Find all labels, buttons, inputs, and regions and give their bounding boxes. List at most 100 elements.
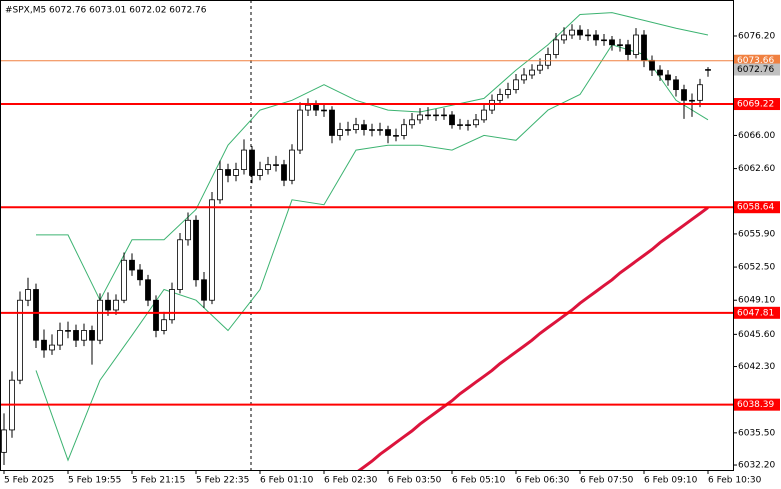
candle-body [473, 119, 479, 126]
x-tick-label: 5 Feb 2025 [4, 476, 54, 486]
candle-body [545, 54, 551, 66]
candle-body [601, 39, 607, 42]
candle-body [489, 99, 495, 111]
candle-body [409, 119, 415, 126]
level-label-box [734, 63, 780, 76]
candle-body [465, 124, 471, 126]
candle-body [657, 69, 663, 76]
candle-body [233, 169, 239, 176]
level-label-box [734, 98, 780, 111]
y-tick-label: 6032.20 [738, 461, 775, 471]
candle-body [241, 149, 247, 170]
candle-body [513, 79, 519, 91]
candle-body [697, 84, 703, 101]
candle-body [537, 64, 543, 71]
candle-body [297, 109, 303, 151]
candle-body [25, 289, 31, 301]
x-tick-label: 6 Feb 10:30 [708, 476, 762, 486]
moving-average [357, 206, 709, 470]
candle-body [705, 69, 711, 71]
candle-body [313, 104, 319, 111]
x-tick-label: 5 Feb 21:15 [132, 476, 185, 486]
candle-body [17, 299, 23, 381]
candle-body [649, 59, 655, 71]
candle-body [305, 104, 311, 111]
candle-body [585, 34, 591, 37]
candle-body [425, 114, 431, 117]
candle-body [385, 129, 391, 136]
y-tick-label: 6035.50 [738, 428, 775, 438]
candle-body [369, 129, 375, 131]
candle-body [457, 124, 463, 126]
candle-body [521, 74, 527, 81]
candle-body [137, 269, 143, 281]
candle-body [497, 94, 503, 101]
candle-body [321, 109, 327, 112]
candle-body [225, 169, 231, 176]
x-tick-label: 6 Feb 03:50 [388, 476, 442, 486]
candle-body [129, 259, 135, 271]
candle-body [417, 114, 423, 121]
candle-body [1, 429, 7, 453]
plot-area [0, 12, 733, 470]
candle-body [577, 29, 583, 36]
candle-body [561, 34, 567, 41]
level-label: 6073.66 [737, 56, 774, 66]
candle-body [81, 330, 87, 341]
candle-body [113, 299, 119, 311]
candle-body [401, 124, 407, 136]
level-label: 6047.81 [737, 308, 774, 318]
candle-body [641, 34, 647, 61]
candle-body [265, 164, 271, 170]
band-line [36, 12, 709, 302]
candle-body [673, 79, 679, 91]
candle-body [121, 259, 127, 301]
candle-body [193, 219, 199, 281]
candle-body [553, 39, 559, 55]
candle-body [105, 299, 111, 311]
candle-body [33, 289, 39, 341]
level-label: 6038.39 [737, 400, 774, 410]
candle-body [665, 74, 671, 81]
candle-body [449, 114, 455, 126]
candle-body [41, 339, 47, 351]
candle-body [65, 330, 71, 332]
candle-body [97, 299, 103, 341]
candle-body [593, 34, 599, 41]
candle-body [49, 344, 55, 351]
level-label: 6072.76 [737, 65, 774, 75]
x-tick-label: 5 Feb 22:35 [196, 476, 249, 486]
candle-body [337, 129, 343, 136]
y-tick-label: 6045.60 [738, 330, 775, 340]
candle-body [505, 89, 511, 95]
y-tick-label: 6062.60 [738, 164, 775, 174]
level-label: 6069.22 [737, 100, 774, 110]
candle-body [177, 239, 183, 290]
candle-body [633, 34, 639, 55]
candle-body [433, 114, 439, 117]
candle-body [257, 169, 263, 176]
candle-body [161, 319, 167, 331]
y-tick-label: 6042.30 [738, 362, 775, 372]
y-tick-label: 6055.90 [738, 229, 775, 239]
candle-body [329, 109, 335, 136]
level-label-box [734, 201, 780, 214]
candle-body [361, 124, 367, 130]
candle-body [393, 135, 399, 137]
candle-body [57, 330, 63, 346]
chart-title: #SPX,M5 6072.76 6073.01 6072.02 6072.76 [5, 6, 207, 16]
x-tick-label: 6 Feb 01:10 [260, 476, 314, 486]
candle-body [249, 149, 255, 176]
candle-body [681, 89, 687, 101]
candle-body [569, 29, 575, 36]
level-label-box [734, 398, 780, 411]
x-tick-label: 6 Feb 06:30 [516, 476, 570, 486]
candle-body [217, 169, 223, 201]
candle-body [481, 109, 487, 121]
candle-body [145, 279, 151, 301]
candle-body [529, 69, 535, 76]
x-tick-label: 6 Feb 07:50 [580, 476, 634, 486]
candle-body [169, 289, 175, 321]
candle-body [625, 44, 631, 55]
